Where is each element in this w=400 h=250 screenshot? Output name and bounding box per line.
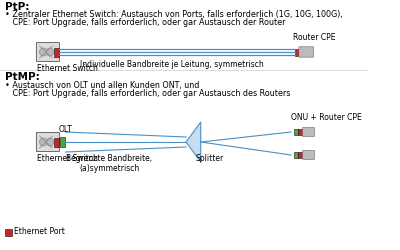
Text: PtMP:: PtMP: [5, 72, 39, 82]
FancyBboxPatch shape [302, 150, 314, 160]
Bar [298, 152, 303, 158]
Bar [298, 129, 303, 135]
Circle shape [46, 48, 54, 56]
Polygon shape [186, 122, 201, 162]
Bar [60, 137, 65, 147]
Text: CPE: Port Upgrade, falls erforderlich, oder gar Austausch der Router: CPE: Port Upgrade, falls erforderlich, o… [5, 18, 285, 27]
Bar [294, 129, 298, 135]
Text: Splitter: Splitter [195, 154, 224, 163]
Circle shape [40, 48, 47, 56]
Text: Ethernet Switch: Ethernet Switch [37, 154, 98, 163]
Text: ONU + Router CPE: ONU + Router CPE [291, 113, 362, 122]
Text: Ethernet Switch: Ethernet Switch [37, 64, 98, 73]
Text: CPE: Port Upgrade, falls erforderlich, oder gar Austausch des Routers: CPE: Port Upgrade, falls erforderlich, o… [5, 89, 290, 98]
Bar [54, 48, 59, 56]
Bar [5, 228, 12, 235]
Bar [294, 152, 298, 158]
FancyBboxPatch shape [302, 128, 314, 136]
Text: Ethernet Port: Ethernet Port [14, 228, 65, 236]
FancyBboxPatch shape [36, 132, 60, 152]
Circle shape [40, 138, 47, 146]
Bar [54, 138, 59, 146]
Text: • Zentraler Ethernet Switch: Austausch von Ports, falls erforderlich (1G, 10G, 1: • Zentraler Ethernet Switch: Austausch v… [5, 10, 342, 19]
Text: Router CPE: Router CPE [293, 33, 335, 42]
FancyBboxPatch shape [36, 42, 60, 62]
Text: • Austausch von OLT und allen Kunden ONT, und: • Austausch von OLT und allen Kunden ONT… [5, 81, 199, 90]
Text: Begrenzte Bandbreite,
(a)symmetrisch: Begrenzte Bandbreite, (a)symmetrisch [66, 154, 152, 174]
Bar [295, 48, 299, 56]
Circle shape [46, 138, 54, 146]
FancyBboxPatch shape [299, 47, 314, 57]
Text: Individuelle Bandbreite je Leitung, symmetrisch: Individuelle Bandbreite je Leitung, symm… [80, 60, 264, 69]
Text: PtP:: PtP: [5, 2, 29, 12]
Text: OLT: OLT [59, 125, 73, 134]
